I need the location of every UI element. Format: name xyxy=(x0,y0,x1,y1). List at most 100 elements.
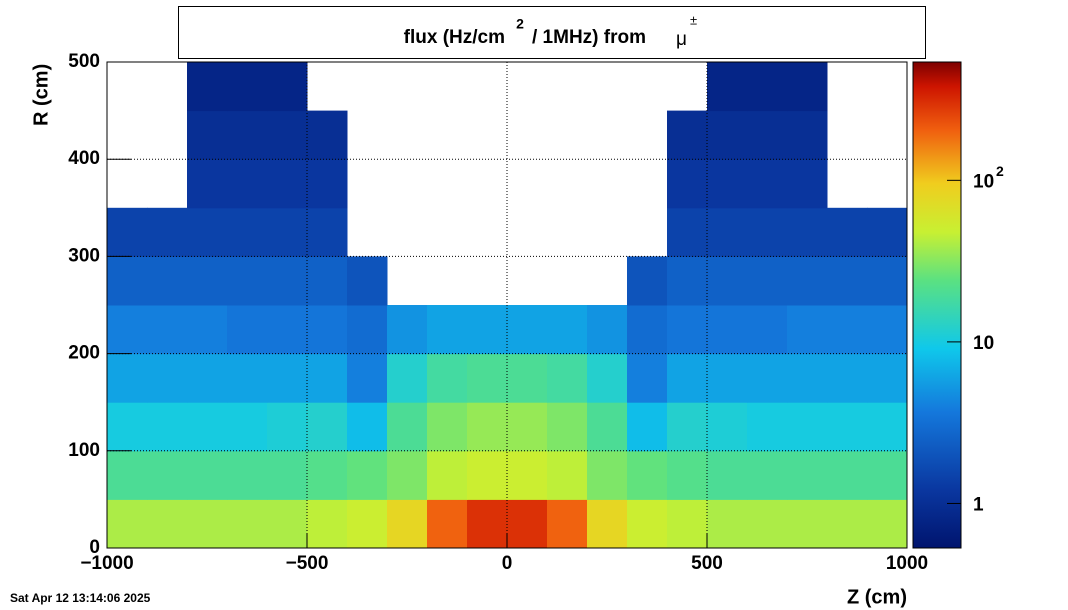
heat-cell xyxy=(147,499,188,549)
heat-cell xyxy=(187,353,228,403)
colorbar-tick-exponent: 2 xyxy=(996,163,1004,179)
heat-cell xyxy=(747,353,788,403)
heat-cell xyxy=(387,450,428,500)
heat-cell xyxy=(627,499,668,549)
heat-cell xyxy=(507,305,548,355)
heat-cell xyxy=(867,499,908,549)
x-tick-label: 500 xyxy=(691,553,723,574)
heat-cell xyxy=(667,353,708,403)
heat-cell xyxy=(427,402,468,452)
heat-cell xyxy=(547,499,588,549)
heat-cell xyxy=(227,353,268,403)
heat-cell xyxy=(587,353,628,403)
colorbar-tick-label: 10 xyxy=(973,171,994,192)
heat-cell xyxy=(827,256,868,306)
heat-cell xyxy=(467,353,508,403)
heat-cell xyxy=(707,305,748,355)
heat-cell xyxy=(787,402,828,452)
colorbar-tick-label: 1 xyxy=(973,494,984,515)
heat-cell xyxy=(507,450,548,500)
heat-cell xyxy=(187,159,228,209)
chart-title-sup: 2 xyxy=(516,16,524,32)
x-tick-label: −1000 xyxy=(80,553,133,574)
heat-cell xyxy=(787,62,828,112)
heat-cell xyxy=(427,305,468,355)
heat-cell xyxy=(107,402,148,452)
heat-cell xyxy=(747,256,788,306)
heat-cell xyxy=(307,353,348,403)
heat-cell xyxy=(747,110,788,160)
heat-cell xyxy=(707,159,748,209)
heat-cell xyxy=(507,353,548,403)
heat-cell xyxy=(147,207,188,257)
heat-cell xyxy=(707,207,748,257)
heat-cell xyxy=(387,353,428,403)
heat-cell xyxy=(227,499,268,549)
heat-cell xyxy=(547,450,588,500)
heat-cell xyxy=(187,110,228,160)
heat-cell xyxy=(747,305,788,355)
heat-cell xyxy=(587,450,628,500)
colorbar xyxy=(912,61,962,549)
heat-cell xyxy=(667,110,708,160)
heat-cell xyxy=(467,305,508,355)
x-tick-label: 1000 xyxy=(886,553,928,574)
heat-cell xyxy=(267,207,308,257)
heat-cell xyxy=(827,207,868,257)
heat-cell xyxy=(867,353,908,403)
heat-cell xyxy=(707,62,748,112)
heat-cell xyxy=(627,402,668,452)
heat-cell xyxy=(307,499,348,549)
heat-cell xyxy=(267,402,308,452)
y-tick-label: 200 xyxy=(68,343,100,364)
heat-cell xyxy=(227,207,268,257)
heat-cell xyxy=(147,450,188,500)
heat-cell xyxy=(227,159,268,209)
heat-cell xyxy=(147,305,188,355)
heat-cell xyxy=(107,499,148,549)
x-axis-label: Z (cm) xyxy=(847,586,907,608)
heat-cell xyxy=(187,207,228,257)
heat-cell xyxy=(347,499,388,549)
heat-cell xyxy=(227,450,268,500)
heat-cell xyxy=(227,110,268,160)
heat-cell xyxy=(707,353,748,403)
heat-cell xyxy=(667,159,708,209)
heat-cell xyxy=(187,402,228,452)
heat-cell xyxy=(267,62,308,112)
heat-cell xyxy=(307,256,348,306)
heat-cell xyxy=(387,402,428,452)
heat-cell xyxy=(307,207,348,257)
heat-cell xyxy=(347,450,388,500)
heat-cell xyxy=(547,402,588,452)
heat-cell xyxy=(267,353,308,403)
heat-cell xyxy=(827,353,868,403)
heat-cell xyxy=(187,62,228,112)
heat-cell xyxy=(107,305,148,355)
heat-cell xyxy=(187,305,228,355)
heat-cell xyxy=(667,499,708,549)
heat-cell xyxy=(867,450,908,500)
heat-cell xyxy=(427,450,468,500)
heat-cell xyxy=(267,450,308,500)
heat-cell xyxy=(307,402,348,452)
heat-cell xyxy=(307,450,348,500)
chart-title-symbol: μ xyxy=(676,29,687,50)
heat-cell xyxy=(787,256,828,306)
y-tick-label: 0 xyxy=(89,537,100,558)
heat-cell xyxy=(547,305,588,355)
heat-cell xyxy=(147,256,188,306)
heat-cell xyxy=(707,110,748,160)
heat-cell xyxy=(787,207,828,257)
heat-cell xyxy=(747,62,788,112)
heat-cell xyxy=(747,402,788,452)
heat-cell xyxy=(667,402,708,452)
heat-cell xyxy=(667,450,708,500)
heat-cell xyxy=(227,402,268,452)
heat-cell xyxy=(667,256,708,306)
heat-cell xyxy=(587,305,628,355)
heat-cell xyxy=(627,353,668,403)
heat-cell xyxy=(667,207,708,257)
heat-cell xyxy=(147,353,188,403)
heat-cell xyxy=(707,402,748,452)
